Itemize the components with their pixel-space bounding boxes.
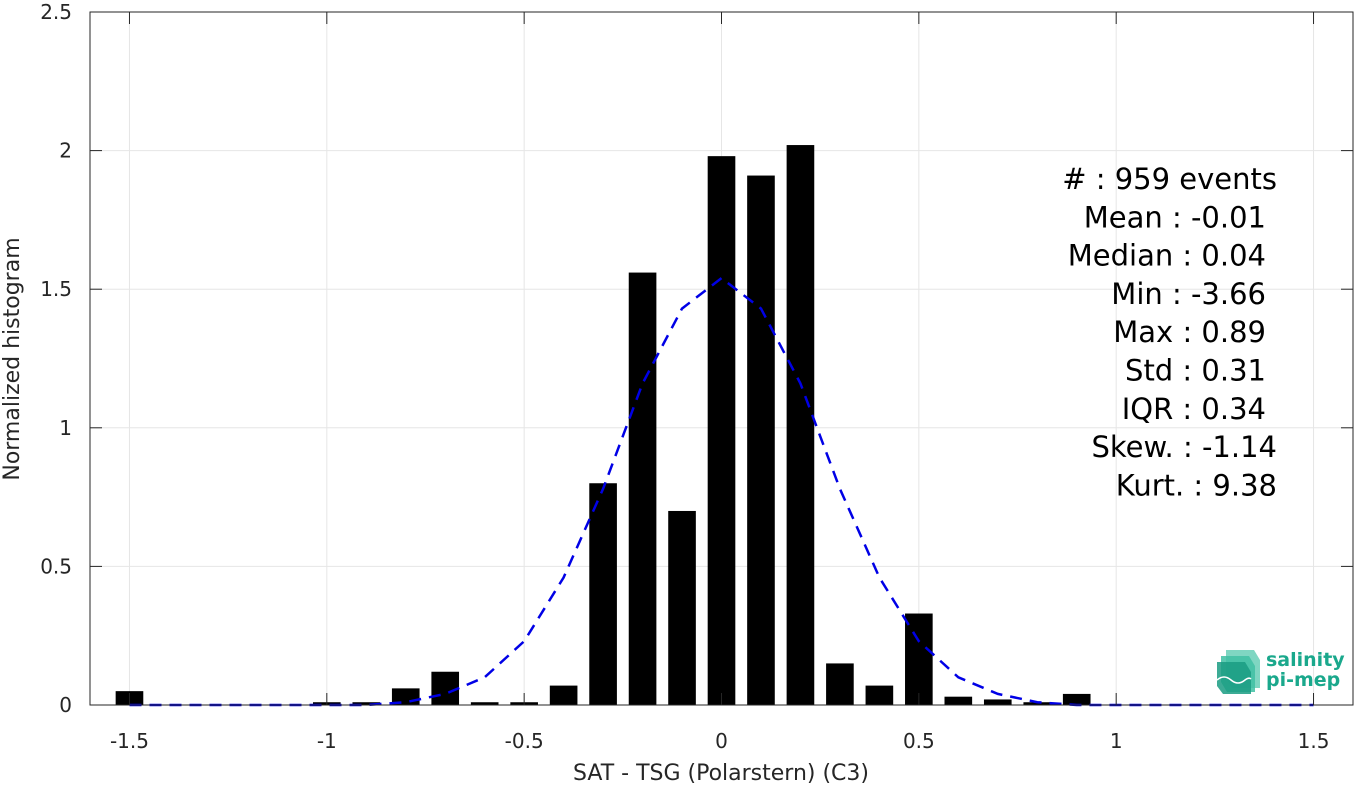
x-tick-label: -1 [317,729,337,753]
histogram-bar [983,699,1012,705]
stat-line: Max : 0.89 [1113,315,1266,349]
tick-labels: -1.5 -1 -0.5 0 0.5 1 1.5 0 0.5 1 1.5 2 2.5 [40,0,1329,753]
x-axis-label: SAT - TSG (Polarstern) (C3) [573,761,869,785]
histogram-bar [470,702,499,705]
histogram-bar [786,145,815,705]
y-tick-label: 2.5 [40,0,72,24]
y-tick-label: 0.5 [40,554,72,578]
histogram-bar [431,671,460,705]
x-tick-label: 1.5 [1298,729,1330,753]
y-tick-label: 2 [59,139,72,163]
y-tick-label: 1 [59,416,72,440]
stat-line: IQR : 0.34 [1122,392,1266,426]
logo-line1: salinity [1266,649,1345,671]
stat-line: # : 959 events [1062,162,1277,196]
stat-line: Skew. : -1.14 [1091,430,1277,464]
stat-line: Mean : -0.01 [1084,200,1266,234]
histogram-bar [865,685,894,705]
stat-line: Min : -3.66 [1111,277,1266,311]
x-tick-label: 0.5 [903,729,935,753]
axes [89,11,1354,706]
histogram-bar [352,702,381,705]
histogram-bar [1062,693,1091,705]
logo-line2: pi-mep [1266,669,1340,691]
histogram-bar [1023,702,1052,705]
y-tick-label: 1.5 [40,277,72,301]
statistics-annotations: # : 959 events Mean : -0.01 Median : 0.04 M… [1062,162,1277,502]
bars [115,145,1091,706]
histogram-bar [944,696,973,705]
x-tick-label: -0.5 [505,729,544,753]
salinity-pi-mep-logo: salinity pi-mep [1216,649,1345,694]
histogram-bar [628,272,657,705]
stat-line: Std : 0.31 [1125,354,1266,388]
histogram-bar [549,685,578,705]
y-tick-label: 0 [59,693,72,717]
y-axis-label: Normalized histogram [0,237,25,480]
histogram-bar [589,483,617,705]
histogram-bar [668,510,696,705]
stat-line: Kurt. : 9.38 [1116,468,1277,502]
histogram-bar [707,156,736,706]
stat-line: Median : 0.04 [1068,239,1266,273]
x-tick-label: 0 [715,729,728,753]
histogram-bar [905,613,933,705]
x-tick-label: -1.5 [110,729,149,753]
histogram-bar [826,663,854,705]
histogram-bar [747,175,775,706]
logo-waves-icon [1216,650,1260,694]
x-tick-label: 1 [1110,729,1123,753]
